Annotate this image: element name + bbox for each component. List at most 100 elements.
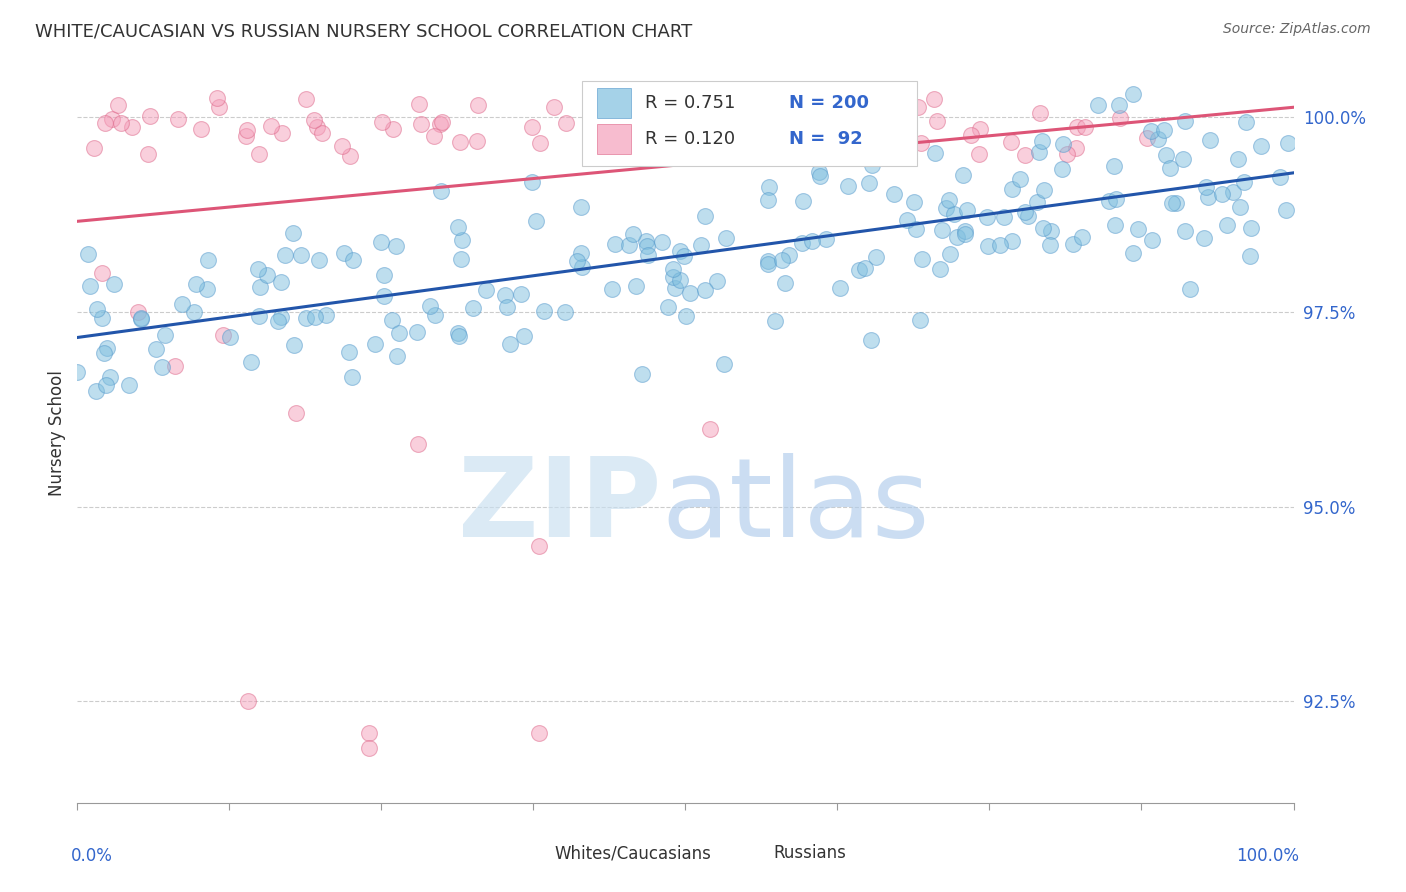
Point (449, 329, 471, 343)
Point (524, 213, 547, 227)
Point (76, 247, 98, 261)
Point (853, 260, 876, 275)
Point (138, 109, 160, 123)
Point (737, 113, 759, 128)
Point (98, 370, 121, 384)
Point (896, 212, 918, 227)
Point (447, 326, 470, 341)
Point (1026, 195, 1049, 210)
Point (617, 110, 640, 124)
Point (662, 270, 685, 285)
Point (520, 120, 543, 135)
Point (509, 287, 531, 301)
Point (1239, 221, 1261, 235)
Point (93, 345, 115, 359)
Point (605, 237, 627, 252)
Point (908, 313, 931, 327)
Point (290, 247, 312, 261)
Text: WHITE/CAUCASIAN VS RUSSIAN NURSERY SCHOOL CORRELATION CHART: WHITE/CAUCASIAN VS RUSSIAN NURSERY SCHOO… (35, 22, 692, 40)
Point (605, 144, 627, 158)
Point (1104, 218, 1126, 232)
Point (172, 297, 194, 311)
Point (332, 139, 354, 153)
Point (664, 280, 686, 294)
Point (1014, 205, 1036, 219)
FancyBboxPatch shape (596, 88, 631, 118)
Point (956, 203, 979, 218)
Point (773, 276, 796, 290)
Point (499, 337, 522, 351)
Point (889, 140, 911, 154)
Point (1140, 233, 1163, 247)
Point (807, 164, 830, 178)
Point (513, 329, 536, 343)
Point (270, 310, 292, 325)
Point (256, 268, 278, 282)
Point (260, 119, 283, 133)
Point (651, 235, 673, 249)
Point (1122, 246, 1144, 260)
Point (714, 231, 737, 245)
Point (295, 92, 318, 106)
Point (337, 344, 360, 359)
Text: atlas: atlas (661, 453, 929, 560)
Point (236, 694, 259, 708)
Point (946, 229, 969, 244)
Point (423, 129, 446, 144)
Point (988, 238, 1011, 252)
Point (1126, 221, 1149, 235)
Point (83, 141, 105, 155)
Point (935, 201, 957, 215)
Text: R = 0.751: R = 0.751 (645, 95, 735, 112)
Point (600, 282, 623, 296)
Point (129, 311, 152, 326)
Point (419, 299, 441, 313)
Point (1031, 134, 1053, 148)
Point (675, 309, 697, 323)
Point (1139, 124, 1161, 138)
Point (637, 248, 659, 262)
Point (725, 149, 748, 163)
Point (569, 200, 592, 214)
Point (1174, 114, 1197, 128)
Point (247, 309, 270, 323)
Point (451, 233, 474, 247)
Text: 0.0%: 0.0% (72, 847, 112, 865)
Point (1199, 133, 1222, 147)
Point (315, 308, 337, 322)
Point (373, 268, 395, 282)
Point (1146, 132, 1168, 146)
Point (1195, 180, 1218, 194)
Point (621, 227, 644, 241)
Point (967, 147, 990, 161)
Point (197, 253, 219, 268)
Point (939, 246, 962, 260)
Point (925, 114, 948, 128)
Point (952, 169, 974, 183)
Text: ZIP: ZIP (458, 453, 661, 560)
Point (190, 121, 212, 136)
Point (167, 112, 190, 126)
Point (463, 301, 485, 316)
Point (1102, 159, 1125, 173)
Point (388, 326, 411, 341)
Point (790, 235, 813, 250)
Point (702, 103, 724, 117)
Point (294, 311, 316, 326)
Point (450, 252, 472, 267)
Point (1032, 220, 1054, 235)
Point (1105, 192, 1128, 206)
Point (1233, 175, 1256, 189)
Point (911, 252, 934, 266)
Point (619, 238, 641, 252)
Point (267, 314, 290, 328)
Point (634, 234, 657, 248)
Point (1028, 145, 1050, 159)
Point (636, 239, 658, 253)
Point (943, 206, 966, 220)
Point (903, 194, 925, 209)
Point (235, 129, 257, 144)
Point (1108, 98, 1130, 112)
Point (977, 238, 1000, 252)
Point (127, 305, 149, 319)
